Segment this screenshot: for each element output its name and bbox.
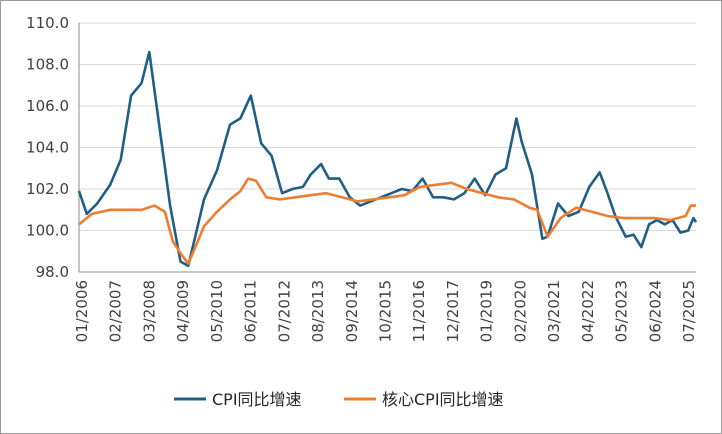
x-tick-label: 06/2024 — [646, 280, 664, 342]
y-tick-label: 110.0 — [26, 14, 69, 32]
y-tick-label: 108.0 — [26, 56, 69, 74]
x-tick-label: 02/2020 — [511, 280, 529, 342]
x-tick-label: 03/2008 — [140, 280, 158, 342]
x-axis-tick-labels: 01/2006 02/2007 03/2008 04/2009 05/2010 06/20… — [73, 280, 698, 342]
legend: CPI同比增速 核心CPI同比增速 — [174, 390, 504, 409]
x-tick-label: 07/2012 — [275, 280, 293, 342]
x-tick-label: 06/2011 — [242, 280, 260, 342]
x-tick-label: 03/2021 — [545, 280, 563, 342]
gridlines — [78, 22, 696, 273]
legend-label-core-cpi: 核心CPI同比增速 — [382, 390, 504, 409]
y-tick-label: 106.0 — [26, 97, 69, 115]
x-tick-label: 11/2016 — [410, 280, 428, 342]
x-tick-label: 05/2023 — [613, 280, 631, 342]
y-tick-label: 100.0 — [26, 222, 69, 240]
series-lines — [77, 50, 698, 268]
y-tick-label: 98.0 — [36, 263, 69, 281]
x-tick-label: 12/2017 — [444, 280, 462, 342]
x-tick-label: 01/2019 — [478, 280, 496, 342]
y-tick-label: 102.0 — [26, 180, 69, 198]
x-tick-label: 01/2006 — [73, 280, 91, 342]
x-tick-label: 04/2009 — [174, 280, 192, 342]
y-tick-label: 104.0 — [26, 139, 69, 157]
legend-label-cpi: CPI同比增速 — [212, 390, 302, 409]
x-tick-label: 08/2013 — [309, 280, 327, 342]
x-tick-label: 07/2025 — [680, 280, 698, 342]
x-tick-label: 02/2007 — [107, 280, 125, 342]
x-tick-label: 04/2022 — [579, 280, 597, 342]
y-axis-tick-labels: 110.0 108.0 106.0 104.0 102.0 100.0 98.0 — [26, 14, 69, 281]
x-tick-label: 10/2015 — [377, 280, 395, 342]
x-tick-label: 09/2014 — [343, 280, 361, 342]
series-line-core-cpi — [78, 177, 696, 265]
x-tick-label: 05/2010 — [208, 280, 226, 342]
